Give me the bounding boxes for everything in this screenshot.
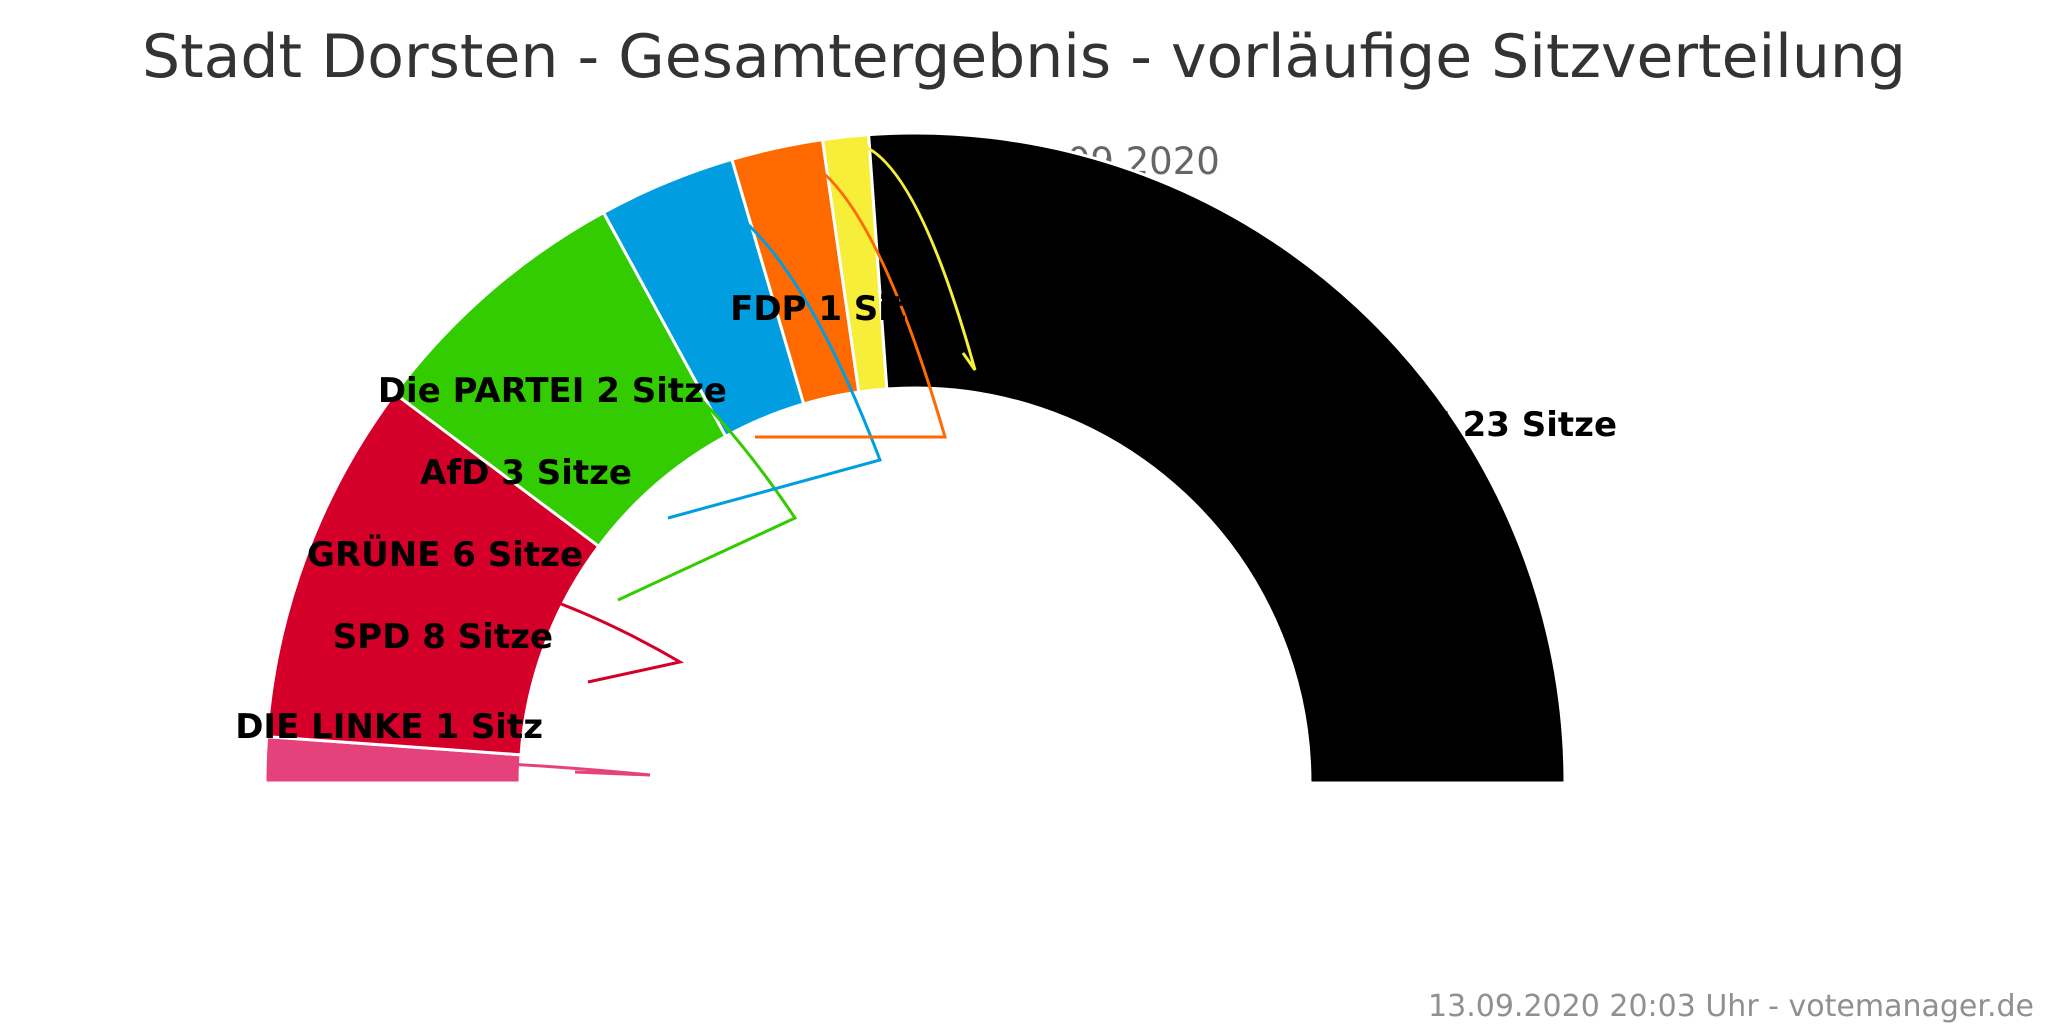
connector-spd [311, 556, 685, 684]
label-cdu: CDU 23 Sitze [1370, 405, 1617, 445]
connector-die-linke [271, 757, 651, 777]
chart-connectors [271, 141, 1355, 777]
label-gruene: GRÜNE 6 Sitze [307, 534, 583, 575]
chart-slices [263, 131, 1567, 785]
connector-gruene [493, 294, 798, 602]
chart-credits[interactable]: 13.09.2020 20:03 Uhr - votemanager.de [1428, 989, 2034, 1024]
label-fdp: FDP 1 Sitz [730, 289, 926, 329]
label-spd: SPD 8 Sitze [333, 617, 553, 657]
label-die-partei: Die PARTEI 2 Sitze [378, 371, 727, 411]
label-die-linke: DIE LINKE 1 Sitz [235, 707, 543, 747]
slice-cdu[interactable] [867, 131, 1567, 785]
connector-die-partei [755, 152, 947, 439]
connector-afd [667, 186, 882, 520]
chart-labels: DIE LINKE 1 Sitz SPD 8 Sitze GRÜNE 6 Sitze… [235, 289, 1617, 747]
connector-fdp [846, 141, 977, 371]
label-afd: AfD 3 Sitze [420, 453, 632, 493]
connector-cdu [1318, 310, 1355, 478]
chart-title: Stadt Dorsten - Gesamtergebnis - vorläuf… [142, 22, 1906, 92]
